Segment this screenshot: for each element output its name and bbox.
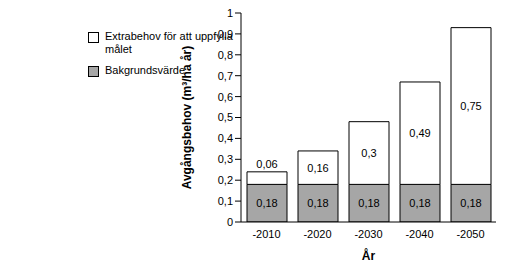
svg-text:0,18: 0,18 (409, 197, 430, 209)
svg-text:0,9: 0,9 (218, 28, 233, 40)
svg-text:0,16: 0,16 (307, 162, 328, 174)
svg-text:0,8: 0,8 (218, 49, 233, 61)
svg-text:0,75: 0,75 (460, 100, 481, 112)
svg-text:0,18: 0,18 (256, 197, 277, 209)
svg-text:0: 0 (227, 216, 233, 228)
svg-text:0,18: 0,18 (460, 197, 481, 209)
svg-text:0,06: 0,06 (256, 158, 277, 170)
svg-text:0,5: 0,5 (218, 111, 233, 123)
svg-text:0,6: 0,6 (218, 91, 233, 103)
svg-text:0,1: 0,1 (218, 195, 233, 207)
svg-text:0,3: 0,3 (361, 147, 376, 159)
svg-text:-2030: -2030 (354, 228, 382, 240)
svg-text:0,7: 0,7 (218, 70, 233, 82)
svg-text:-2010: -2010 (252, 228, 280, 240)
svg-text:0,18: 0,18 (358, 197, 379, 209)
svg-text:-2050: -2050 (456, 228, 484, 240)
svg-text:0,18: 0,18 (307, 197, 328, 209)
svg-text:-2020: -2020 (303, 228, 331, 240)
svg-text:År: År (362, 248, 376, 263)
svg-text:0,49: 0,49 (409, 127, 430, 139)
svg-text:Avgångsbehov (m³/ha år): Avgångsbehov (m³/ha år) (180, 46, 194, 190)
svg-text:0,2: 0,2 (218, 174, 233, 186)
svg-text:0,4: 0,4 (218, 132, 233, 144)
svg-text:1: 1 (227, 8, 233, 19)
svg-text:0,3: 0,3 (218, 153, 233, 165)
svg-text:-2040: -2040 (405, 228, 433, 240)
